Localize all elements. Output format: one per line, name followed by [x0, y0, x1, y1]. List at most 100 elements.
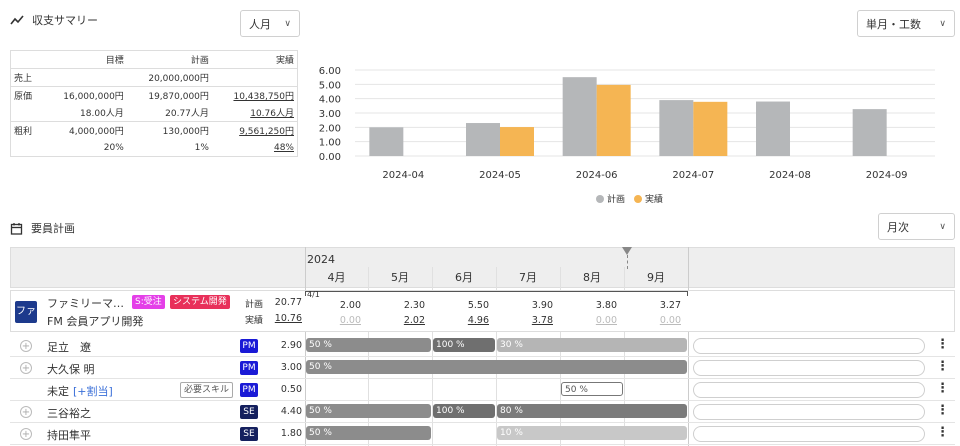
actual-value[interactable]: 0.00 — [339, 315, 361, 326]
plan-total: 20.77 — [274, 297, 302, 308]
member-name[interactable]: 三谷裕之 — [47, 407, 91, 420]
today-marker-line — [627, 255, 628, 269]
period-bracket — [305, 291, 688, 296]
more-menu-icon[interactable]: ⋮ — [936, 403, 949, 418]
cell — [212, 69, 297, 87]
summary-table: 目標 計画 実績 売上 20,000,000円 原価 16,000,000円 1… — [10, 50, 298, 157]
member-name[interactable]: 足立 遼 — [47, 341, 91, 354]
period-select-value: 人月 — [249, 17, 271, 31]
row-label: 原価 — [14, 92, 33, 102]
staffing-title: 要員計画 — [31, 222, 75, 235]
staffing-view-select-value: 月次 — [887, 220, 909, 234]
role-badge: PM — [240, 383, 258, 397]
row-label: 粗利 — [14, 127, 33, 137]
allocation-bar[interactable]: 10 % — [497, 426, 687, 440]
note-input[interactable] — [693, 426, 925, 442]
column-divider — [305, 247, 306, 446]
cell: 18.00人月 — [80, 109, 124, 119]
legend-label: 実績 — [645, 193, 663, 205]
cell: 19,870,000円 — [148, 92, 209, 102]
allocation-bar[interactable]: 100 % — [433, 404, 495, 418]
note-input[interactable] — [693, 360, 925, 376]
bar-plan — [852, 109, 887, 156]
project-subtitle: FM 会員アプリ開発 — [47, 315, 144, 328]
note-input[interactable] — [693, 404, 925, 420]
note-input[interactable] — [693, 382, 925, 398]
actual-value[interactable]: 0.00 — [595, 315, 617, 326]
row-label — [11, 139, 42, 156]
allocation-bar[interactable]: 100 % — [433, 338, 495, 352]
month-label: 5月 — [391, 271, 409, 284]
y-tick-label: 4.00 — [319, 95, 341, 106]
summary-header: 収支サマリー — [10, 12, 98, 28]
period-start-label: 4/1 — [307, 290, 320, 299]
x-tick-label: 2024-05 — [479, 170, 521, 181]
assign-link[interactable]: [+割当] — [73, 385, 113, 398]
expand-icon[interactable]: + — [20, 362, 32, 374]
cell: 20% — [103, 142, 124, 153]
more-menu-icon[interactable]: ⋮ — [936, 359, 949, 374]
view-select-value: 単月・工数 — [866, 17, 921, 31]
period-select[interactable]: 人月 ∨ — [240, 10, 300, 37]
actual-value[interactable]: 2.02 — [403, 315, 425, 326]
note-input[interactable] — [693, 338, 925, 354]
allocation-bar[interactable]: 50 % — [306, 338, 431, 352]
allocation-bar[interactable]: 50 % — [306, 404, 431, 418]
actual-value[interactable]: 4.96 — [467, 315, 489, 326]
cell-link[interactable]: 9,561,250円 — [239, 127, 294, 137]
member-name[interactable]: 大久保 明 — [47, 363, 95, 376]
bar-actual — [500, 127, 534, 156]
actual-label: 実績 — [245, 316, 264, 326]
x-tick-label: 2024-09 — [866, 170, 908, 181]
allocation-bar[interactable]: 80 % — [497, 404, 687, 418]
member-name[interactable]: 持田隼平 — [47, 429, 91, 442]
cell-link[interactable]: 48% — [273, 142, 294, 153]
required-skill-button[interactable]: 必要スキル — [180, 382, 234, 398]
y-tick-label: 6.00 — [319, 66, 341, 77]
bar-actual — [693, 101, 728, 156]
allocation-bar[interactable]: 30 % — [497, 338, 687, 352]
expand-icon[interactable]: + — [20, 428, 32, 440]
row-label — [11, 104, 42, 122]
header-cell — [11, 51, 42, 69]
member-name: 未定 — [47, 385, 69, 398]
view-select[interactable]: 単月・工数 ∨ — [857, 10, 955, 37]
actual-value[interactable]: 3.78 — [531, 315, 553, 326]
allocation-bar[interactable]: 50 % — [561, 382, 623, 396]
month-label: 8月 — [583, 271, 601, 284]
y-tick-label: 2.00 — [319, 123, 341, 134]
allocation-bar[interactable]: 50 % — [306, 360, 687, 374]
bar-plan — [756, 101, 790, 156]
more-menu-icon[interactable]: ⋮ — [936, 337, 949, 352]
row-divider — [10, 400, 955, 401]
staffing-view-select[interactable]: 月次 ∨ — [878, 213, 955, 240]
plan-label: 計画 — [245, 300, 264, 310]
cell-link[interactable]: 10,438,750円 — [233, 92, 294, 102]
bar-plan — [466, 123, 500, 156]
calendar-icon — [10, 222, 23, 235]
y-tick-label: 5.00 — [319, 80, 341, 91]
actual-value[interactable]: 0.00 — [659, 315, 681, 326]
role-badge: SE — [240, 405, 258, 419]
allocation-bar[interactable]: 50 % — [306, 426, 431, 440]
month-label: 7月 — [519, 271, 537, 284]
expand-icon[interactable]: + — [20, 340, 32, 352]
plan-value: 2.00 — [339, 300, 361, 311]
more-menu-icon[interactable]: ⋮ — [936, 425, 949, 440]
expand-icon[interactable]: + — [20, 406, 32, 418]
chevron-down-icon: ∨ — [939, 18, 946, 29]
project-badge: ファ — [15, 301, 37, 323]
legend-marker — [596, 195, 604, 203]
header-target: 目標 — [105, 56, 124, 66]
category-tag: システム開発 — [170, 295, 230, 309]
cell: 20.77人月 — [165, 109, 209, 119]
cell-link[interactable]: 10.76人月 — [250, 109, 294, 119]
project-name[interactable]: ファミリーマ… — [47, 297, 124, 310]
role-badge: SE — [240, 427, 258, 441]
chevron-down-icon: ∨ — [939, 221, 946, 232]
bar-plan — [659, 100, 694, 156]
header-plan: 計画 — [190, 56, 209, 66]
more-menu-icon[interactable]: ⋮ — [936, 381, 949, 396]
member-total: 4.40 — [280, 406, 302, 417]
actual-total[interactable]: 10.76 — [274, 313, 302, 324]
